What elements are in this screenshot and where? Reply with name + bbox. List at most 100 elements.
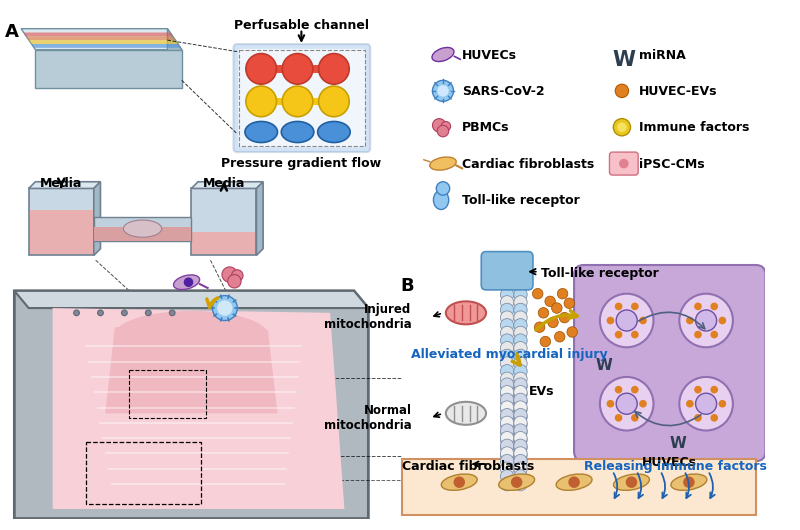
Circle shape xyxy=(500,410,514,424)
Circle shape xyxy=(694,331,702,339)
Circle shape xyxy=(558,288,568,299)
Bar xyxy=(129,370,206,418)
Polygon shape xyxy=(29,182,101,189)
Circle shape xyxy=(614,119,630,136)
Circle shape xyxy=(514,410,527,424)
Circle shape xyxy=(617,122,626,132)
Bar xyxy=(277,65,282,73)
Ellipse shape xyxy=(123,220,162,237)
Circle shape xyxy=(514,439,527,453)
Circle shape xyxy=(514,272,527,286)
Circle shape xyxy=(514,326,527,340)
Circle shape xyxy=(619,159,629,169)
Text: Immune factors: Immune factors xyxy=(639,121,750,135)
Circle shape xyxy=(500,303,514,316)
Bar xyxy=(192,232,255,254)
Text: Media: Media xyxy=(40,177,82,190)
Circle shape xyxy=(631,386,638,393)
Circle shape xyxy=(500,334,514,347)
Text: HUVEC-EVs: HUVEC-EVs xyxy=(639,85,718,98)
Circle shape xyxy=(514,431,527,445)
Circle shape xyxy=(514,372,527,385)
Text: Alleviated myocardial injury: Alleviated myocardial injury xyxy=(411,348,608,361)
Circle shape xyxy=(545,296,555,307)
Circle shape xyxy=(246,86,277,117)
Circle shape xyxy=(500,380,514,393)
Circle shape xyxy=(500,409,514,422)
Ellipse shape xyxy=(442,474,478,490)
FancyBboxPatch shape xyxy=(234,44,370,152)
Text: Cardiac fibroblasts: Cardiac fibroblasts xyxy=(462,158,594,171)
Circle shape xyxy=(514,434,527,447)
Text: Cardiac fibroblasts: Cardiac fibroblasts xyxy=(402,460,534,473)
Ellipse shape xyxy=(446,402,486,425)
Ellipse shape xyxy=(174,275,200,289)
Circle shape xyxy=(639,316,646,324)
Circle shape xyxy=(514,395,527,409)
Circle shape xyxy=(500,462,514,475)
Circle shape xyxy=(564,298,574,308)
Polygon shape xyxy=(94,217,191,241)
Circle shape xyxy=(694,386,702,393)
Text: W: W xyxy=(612,50,635,70)
Circle shape xyxy=(500,439,514,453)
Circle shape xyxy=(514,409,527,422)
Circle shape xyxy=(568,476,580,488)
Circle shape xyxy=(500,357,514,370)
FancyBboxPatch shape xyxy=(402,459,756,515)
Circle shape xyxy=(514,311,527,324)
Text: Perfusable channel: Perfusable channel xyxy=(234,19,369,32)
Circle shape xyxy=(500,341,514,355)
Circle shape xyxy=(514,401,527,414)
Circle shape xyxy=(514,393,527,407)
Circle shape xyxy=(554,331,565,342)
Circle shape xyxy=(606,316,614,324)
Circle shape xyxy=(500,372,514,385)
Polygon shape xyxy=(94,227,191,241)
Circle shape xyxy=(74,310,79,316)
Text: Injured
mitochondria: Injured mitochondria xyxy=(324,303,411,331)
FancyBboxPatch shape xyxy=(610,152,638,175)
Circle shape xyxy=(170,310,175,316)
Circle shape xyxy=(228,275,241,288)
Circle shape xyxy=(694,303,702,310)
Circle shape xyxy=(548,317,558,328)
Circle shape xyxy=(534,322,545,332)
Circle shape xyxy=(514,385,527,399)
Polygon shape xyxy=(53,308,345,509)
Circle shape xyxy=(615,84,629,98)
Text: EVs: EVs xyxy=(529,385,554,398)
Circle shape xyxy=(694,414,702,422)
Circle shape xyxy=(500,424,514,437)
Text: Releasing immune factors: Releasing immune factors xyxy=(584,460,766,473)
Circle shape xyxy=(626,476,638,488)
Circle shape xyxy=(695,393,717,414)
FancyBboxPatch shape xyxy=(574,265,766,461)
Circle shape xyxy=(514,426,527,439)
Circle shape xyxy=(514,462,527,475)
Ellipse shape xyxy=(498,474,534,490)
Circle shape xyxy=(500,403,514,416)
FancyBboxPatch shape xyxy=(482,252,533,290)
Circle shape xyxy=(514,454,527,468)
Circle shape xyxy=(184,277,194,287)
Ellipse shape xyxy=(245,121,278,143)
Circle shape xyxy=(514,296,527,309)
Circle shape xyxy=(686,316,694,324)
Circle shape xyxy=(500,319,514,332)
Text: Toll-like receptor: Toll-like receptor xyxy=(462,194,580,207)
Circle shape xyxy=(514,418,527,431)
Circle shape xyxy=(146,310,151,316)
Circle shape xyxy=(514,280,527,294)
Circle shape xyxy=(500,434,514,447)
Text: W: W xyxy=(670,436,686,452)
Circle shape xyxy=(122,310,127,316)
Circle shape xyxy=(500,378,514,391)
Circle shape xyxy=(500,418,514,431)
Circle shape xyxy=(514,447,527,460)
Circle shape xyxy=(710,331,718,339)
Polygon shape xyxy=(94,182,101,255)
Circle shape xyxy=(683,476,694,488)
Circle shape xyxy=(514,341,527,355)
Polygon shape xyxy=(14,291,368,518)
